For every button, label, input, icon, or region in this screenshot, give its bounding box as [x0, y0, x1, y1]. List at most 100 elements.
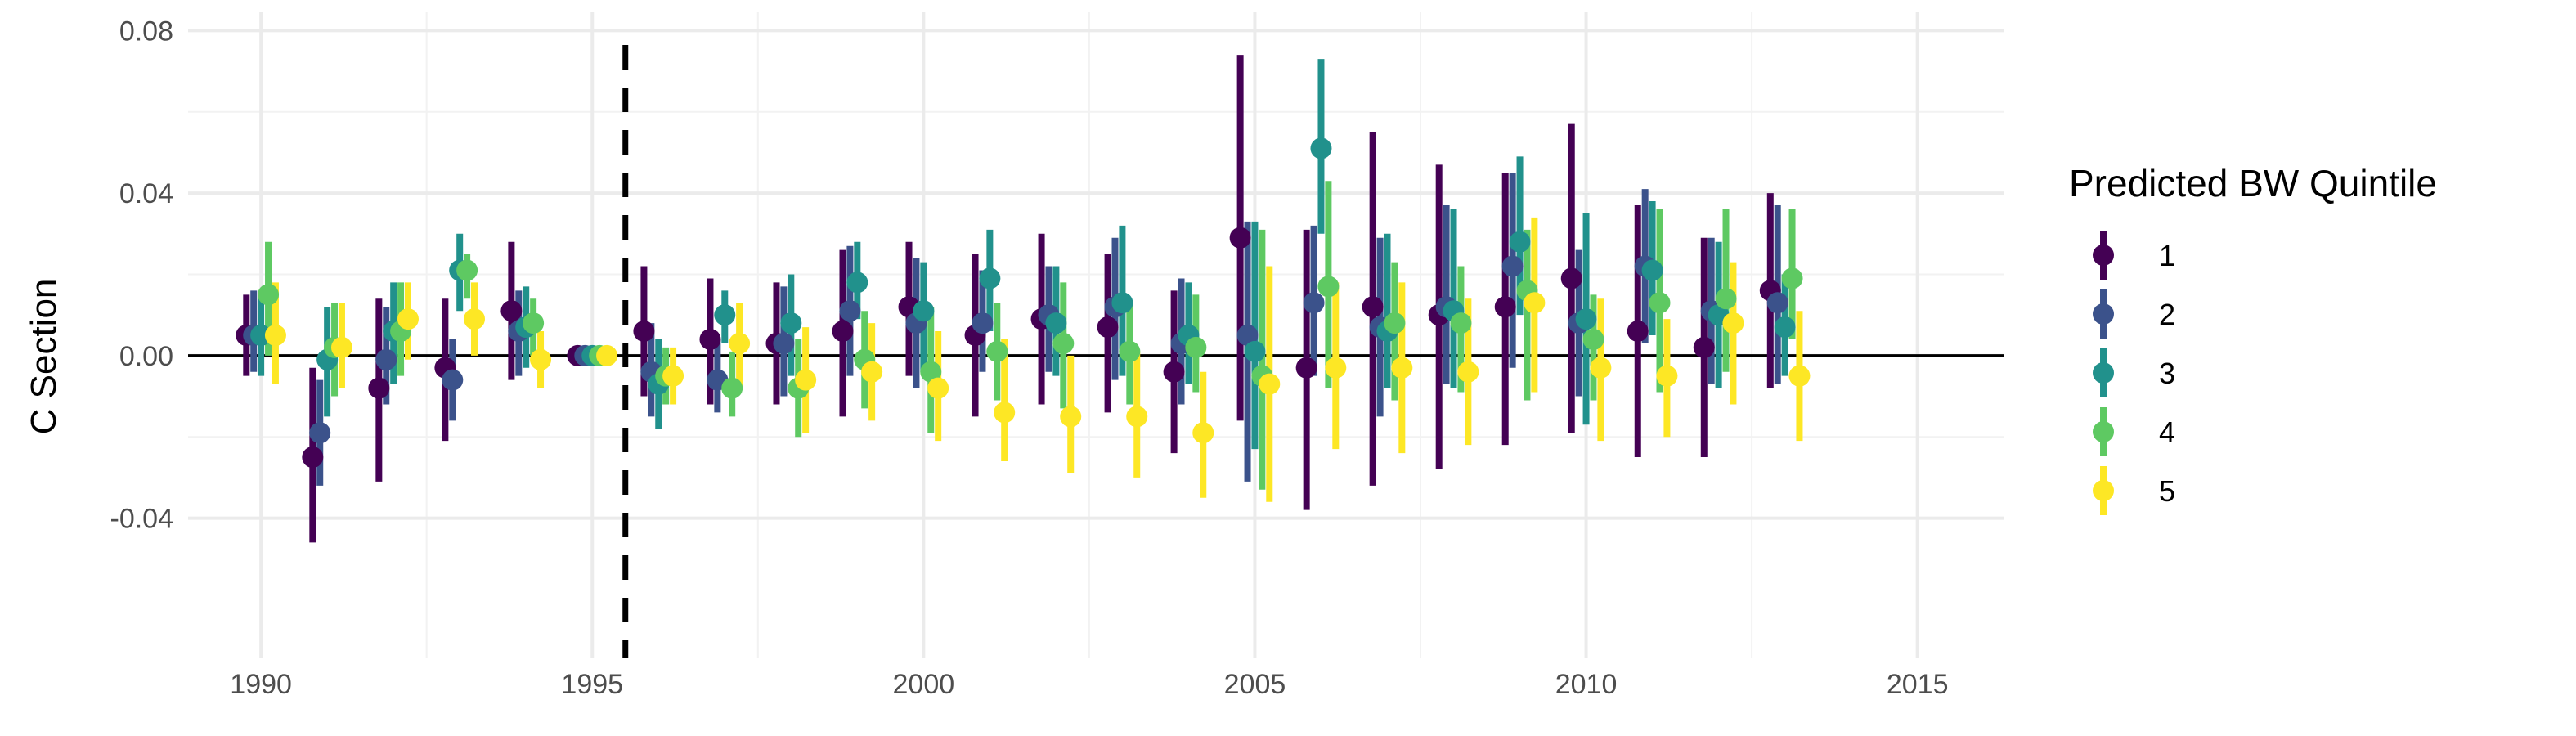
- point-series-2: [1501, 255, 1524, 277]
- point-series-5: [1656, 365, 1678, 387]
- point-series-5: [1126, 406, 1148, 428]
- point-series-4: [986, 340, 1008, 362]
- point-series-1: [302, 447, 324, 469]
- point-series-2: [442, 369, 464, 391]
- y-tick-label: 0.08: [119, 16, 173, 47]
- point-series-3: [1509, 231, 1531, 253]
- x-tick-label: 2015: [1887, 669, 1949, 700]
- legend-key-point-3: [2093, 362, 2114, 384]
- point-series-4: [456, 259, 478, 281]
- point-series-1: [500, 300, 523, 322]
- legend-label-5: 5: [2159, 474, 2175, 508]
- confidence-intervals: [243, 55, 1803, 543]
- point-series-1: [1693, 336, 1715, 358]
- point-series-4: [721, 377, 743, 399]
- point-series-5: [1192, 422, 1214, 444]
- point-series-1: [1560, 267, 1582, 289]
- point-series-4: [1715, 288, 1737, 310]
- point-series-4: [1582, 328, 1604, 350]
- x-axis-tick-labels: 1990 1995 2000 2005 2010 2015: [230, 669, 1948, 700]
- x-tick-label: 1995: [561, 669, 623, 700]
- point-series-1: [1295, 357, 1317, 379]
- legend-items: 1 2 3 4 5: [2093, 231, 2175, 515]
- point-series-2: [1766, 292, 1788, 314]
- point-series-5: [795, 369, 817, 391]
- point-series-3: [1244, 340, 1266, 362]
- point-series-3: [780, 312, 802, 334]
- point-series-5: [530, 348, 552, 370]
- x-tick-label: 1990: [230, 669, 292, 700]
- point-series-4: [1317, 276, 1340, 298]
- point-series-3: [846, 272, 868, 294]
- point-series-4: [1052, 332, 1075, 354]
- point-series-2: [839, 300, 861, 322]
- x-tick-label: 2005: [1224, 669, 1286, 700]
- point-series-4: [1119, 340, 1141, 362]
- point-series-1: [1229, 227, 1251, 249]
- point-series-2: [972, 312, 994, 334]
- point-series-5: [994, 402, 1016, 424]
- point-series-5: [1590, 357, 1612, 379]
- point-series-1: [1494, 296, 1516, 318]
- point-series-4: [1185, 336, 1207, 358]
- point-series-2: [309, 422, 331, 444]
- point-series-4: [523, 312, 545, 334]
- legend-label-3: 3: [2159, 357, 2175, 390]
- point-series-1: [699, 328, 721, 350]
- point-series-3: [1111, 292, 1133, 314]
- point-series-5: [1788, 365, 1811, 387]
- point-series-5: [330, 336, 352, 358]
- point-series-5: [1457, 361, 1479, 383]
- legend-key-point-1: [2093, 245, 2114, 266]
- point-series-3: [1774, 316, 1796, 339]
- point-series-1: [1362, 296, 1384, 318]
- point-series-5: [1259, 373, 1281, 395]
- legend-title: Predicted BW Quintile: [2069, 162, 2437, 204]
- point-series-3: [913, 300, 935, 322]
- y-tick-label: -0.04: [110, 504, 174, 535]
- point-series-3: [1045, 312, 1067, 334]
- point-series-3: [979, 267, 1001, 289]
- point-series-1: [1097, 316, 1119, 339]
- point-series-3: [714, 304, 736, 326]
- point-series-1: [633, 321, 655, 343]
- point-series-5: [662, 365, 684, 387]
- x-tick-label: 2000: [893, 669, 955, 700]
- point-series-5: [861, 361, 883, 383]
- point-series-2: [773, 332, 795, 354]
- point-series-5: [729, 332, 751, 354]
- point-series-4: [1384, 312, 1406, 334]
- point-series-3: [1310, 137, 1332, 159]
- point-series-3: [1641, 259, 1663, 281]
- point-series-1: [832, 321, 854, 343]
- y-tick-label: 0.04: [119, 178, 173, 209]
- point-series-5: [464, 308, 486, 330]
- point-series-5: [1722, 312, 1744, 334]
- point-series-5: [264, 325, 286, 346]
- legend: Predicted BW Quintile 1 2 3 4 5: [2069, 162, 2437, 515]
- point-series-3: [250, 325, 272, 346]
- point-estimates: [236, 137, 1811, 469]
- point-series-5: [1391, 357, 1413, 379]
- legend-label-4: 4: [2159, 415, 2175, 449]
- x-tick-label: 2010: [1555, 669, 1618, 700]
- point-series-2: [375, 348, 397, 370]
- point-series-5: [1060, 406, 1082, 428]
- point-series-1: [368, 377, 390, 399]
- legend-key-point-4: [2093, 421, 2114, 442]
- point-series-1: [1627, 321, 1649, 343]
- point-series-5: [596, 344, 618, 366]
- point-series-2: [1303, 292, 1325, 314]
- point-series-5: [397, 308, 419, 330]
- legend-key-point-5: [2093, 480, 2114, 501]
- y-axis-title: C Section: [24, 279, 64, 435]
- y-axis-tick-labels: -0.04 0.00 0.04 0.08: [110, 16, 174, 534]
- point-series-4: [1781, 267, 1803, 289]
- legend-key-point-2: [2093, 303, 2114, 325]
- y-tick-label: 0.00: [119, 341, 173, 372]
- point-series-4: [920, 361, 942, 383]
- point-series-3: [1575, 308, 1597, 330]
- legend-label-2: 2: [2159, 298, 2175, 331]
- point-series-4: [258, 284, 280, 306]
